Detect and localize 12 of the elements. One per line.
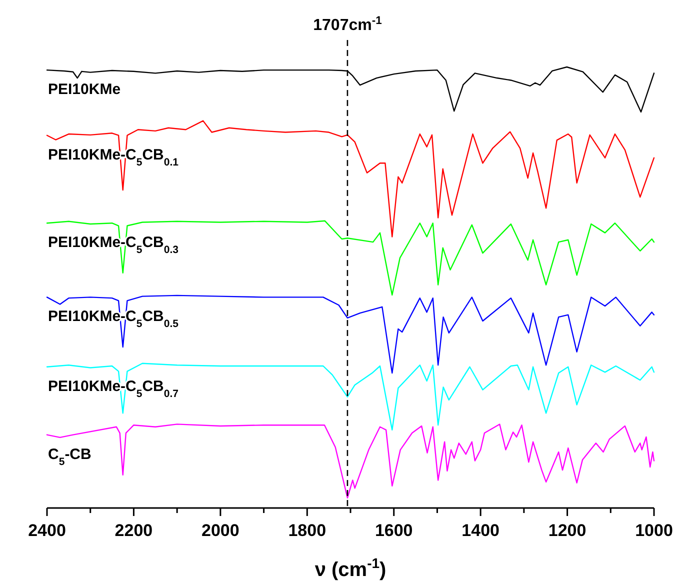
x-tick-label: 1800 bbox=[288, 521, 326, 540]
ref-line-label: 1707cm$^{-1}$ bbox=[313, 15, 382, 34]
x-tick-label: 2000 bbox=[202, 521, 240, 540]
x-axis-title: ν (cm$^{-1}$) bbox=[314, 555, 386, 581]
x-tick-label: 1600 bbox=[374, 521, 413, 540]
x-tick-label: 2200 bbox=[114, 521, 153, 540]
series-label: C$_{5}$-CB bbox=[48, 446, 92, 468]
x-tick-label: 1200 bbox=[548, 521, 586, 540]
series-label: PEI10KMe bbox=[48, 81, 121, 98]
x-tick-label: 2400 bbox=[28, 521, 66, 540]
x-tick-label: 1400 bbox=[462, 521, 500, 540]
x-tick-label: 1000 bbox=[635, 521, 673, 540]
